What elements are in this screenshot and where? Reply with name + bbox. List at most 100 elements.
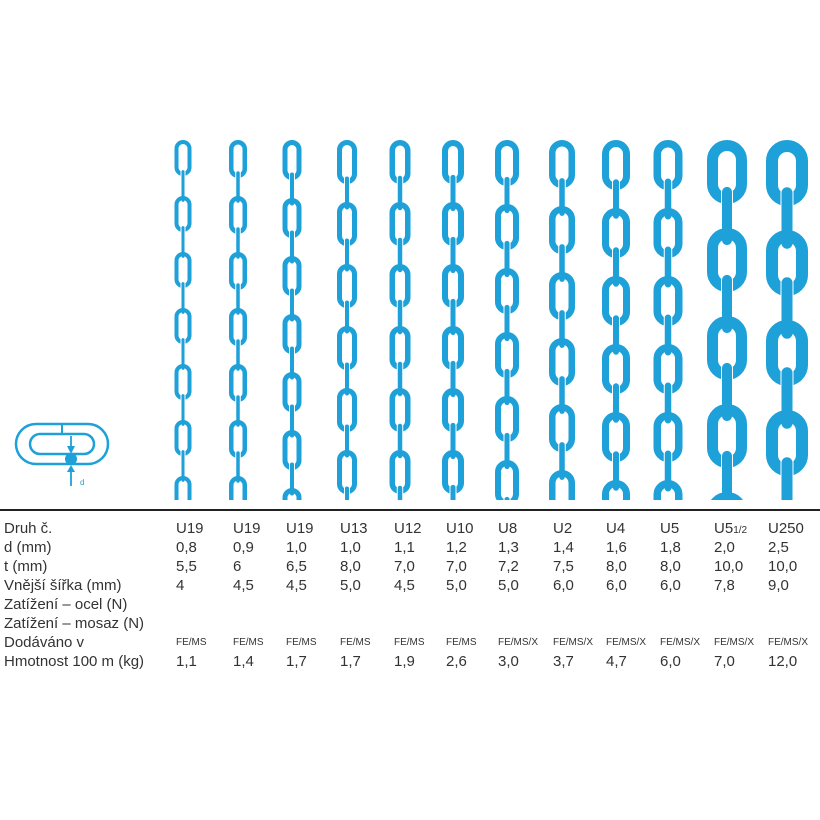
chain-link-edge [396, 298, 404, 336]
cell: U5 [660, 519, 679, 538]
cell: 7,0 [446, 557, 467, 576]
cell: 1,9 [394, 652, 415, 671]
cell-value: 1,8 [660, 539, 681, 556]
cell-value: 7,0 [446, 558, 467, 575]
cell-value: 5,0 [446, 577, 467, 594]
cell-value: FE/MS/X [660, 637, 701, 648]
chain-link-edge [235, 394, 241, 428]
chain-link [549, 470, 575, 500]
cell-value: 5,0 [340, 577, 361, 594]
cell: 3,7 [553, 652, 574, 671]
chain-link-edge [396, 174, 404, 212]
cell: U12 [394, 519, 422, 538]
chain-link-edge [396, 422, 404, 460]
cell-value: 4,7 [606, 653, 627, 670]
diagram-d-label: d [80, 478, 84, 487]
cell: 6 [233, 557, 241, 576]
cell-value: U5 [714, 520, 734, 537]
cell-value: U19 [176, 520, 204, 537]
cell-value: U4 [606, 520, 626, 537]
cell: 8,0 [606, 557, 627, 576]
cell: FE/MS/X [714, 633, 754, 652]
cell: FE/MS/X [768, 633, 808, 652]
cell-value: 5,0 [498, 577, 519, 594]
cell-value: 7,0 [394, 558, 415, 575]
chain [282, 140, 302, 500]
cell: 1,1 [176, 652, 197, 671]
cell-value: U8 [498, 520, 518, 537]
cell: 6,0 [660, 576, 681, 595]
cell-value: FE/MS [286, 637, 317, 648]
cell: 8,0 [660, 557, 681, 576]
chain [707, 140, 747, 500]
row-label: t (mm) [4, 558, 48, 575]
chain-link-edge [344, 485, 350, 500]
cell: 10,0 [768, 557, 797, 576]
cell: 0,8 [176, 538, 197, 557]
cell-value: 1,7 [340, 653, 361, 670]
cell: 1,7 [286, 652, 307, 671]
cell-value: 1,0 [340, 539, 361, 556]
chain-link-edge [180, 449, 186, 483]
cell: 1,6 [606, 538, 627, 557]
cell-value: 7,5 [553, 558, 574, 575]
chain-link-edge [449, 483, 457, 500]
cell-value: 8,0 [340, 558, 361, 575]
cell: 10,0 [714, 557, 743, 576]
cell: 9,0 [768, 576, 789, 595]
cell: 5,0 [446, 576, 467, 595]
chain-link-edge [721, 449, 733, 500]
cell-value: 12,0 [768, 653, 798, 670]
cell: 0,9 [233, 538, 254, 557]
chain [389, 140, 411, 500]
cell-value: U2 [553, 520, 573, 537]
cell-value: 6,0 [553, 577, 574, 594]
table-row: Vnější šířka (mm) 4 4,5 4,5 5,0 4,5 5,0 5,0 6,0 6… [0, 576, 820, 595]
chain-link [653, 480, 683, 500]
cell-value: 1,2 [446, 539, 467, 556]
cell: 1,4 [553, 538, 574, 557]
cell: FE/MS [233, 633, 264, 652]
cell: FE/MS [446, 633, 477, 652]
cell: U19 [176, 519, 204, 538]
cell-value: 6,5 [286, 558, 307, 575]
cell: 5,0 [498, 576, 519, 595]
cell-value: FE/MS/X [606, 637, 647, 648]
row-label: Vnější šířka (mm) [4, 577, 122, 594]
cell-value: U19 [286, 520, 314, 537]
cell: 1,3 [498, 538, 519, 557]
cell: 7,0 [714, 652, 735, 671]
chain [602, 140, 630, 500]
cell-value: 4,5 [286, 577, 307, 594]
cell-value: U5 [660, 520, 680, 537]
table-row: d (mm) 0,8 0,9 1,0 1,0 1,1 1,2 1,3 1,4 1,6 1,8 2,0 2… [0, 538, 820, 557]
cell-value: 6,0 [660, 653, 681, 670]
cell: U51/2 [714, 519, 747, 540]
chain [337, 140, 357, 500]
cell-value: FE/MS [233, 637, 264, 648]
chain-link-edge [289, 287, 295, 323]
cell: FE/MS/X [606, 633, 646, 652]
cell: FE/MS [340, 633, 371, 652]
cell-value: 6,0 [660, 577, 681, 594]
chain-link-edge [503, 495, 511, 500]
cell-value: 7,0 [714, 653, 735, 670]
cell-value: 9,0 [768, 577, 789, 594]
chain-illustrations [174, 140, 808, 500]
chain-link-edge [289, 229, 295, 265]
cell: 5,5 [176, 557, 197, 576]
chain-link-edge [396, 484, 404, 500]
cell: 6,0 [606, 576, 627, 595]
cell-value: 8,0 [606, 558, 627, 575]
cell-value: 4 [176, 577, 185, 594]
cell: 2,5 [768, 538, 789, 557]
chain-link [229, 476, 247, 500]
cell: 7,5 [553, 557, 574, 576]
chain-link-edge [289, 461, 295, 497]
chain-link-edge [235, 170, 241, 204]
cell-value: 2,5 [768, 539, 789, 556]
cell: 7,0 [394, 557, 415, 576]
chain-link-edge [180, 281, 186, 315]
chain-link [495, 460, 519, 500]
cell: U2 [553, 519, 572, 538]
